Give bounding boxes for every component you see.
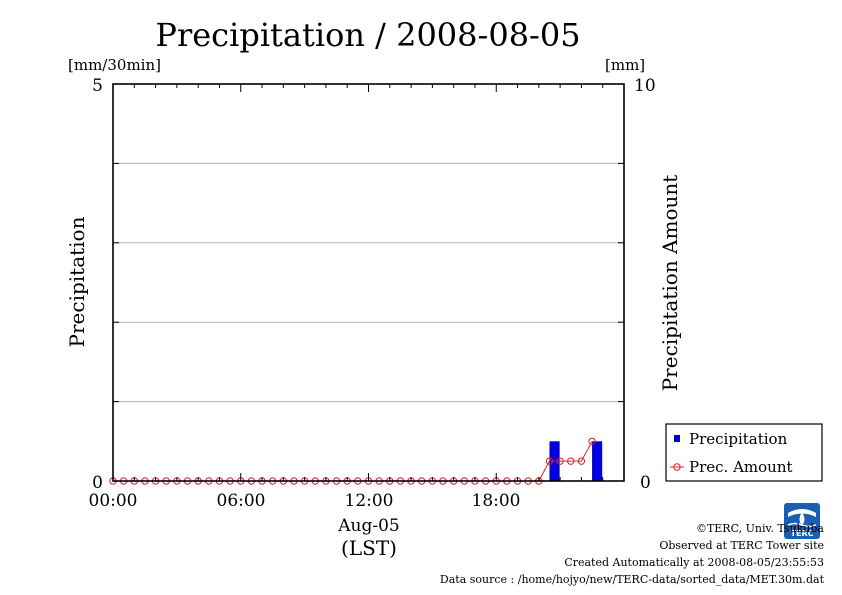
- legend-box: [665, 423, 823, 482]
- amount-point: [545, 457, 554, 465]
- terc-logo: TERC: [784, 503, 820, 539]
- x-tick-label-3: 18:00: [472, 491, 521, 511]
- x-tick-label-1: 06:00: [217, 491, 266, 511]
- x-tick-label-2: 12:00: [345, 491, 394, 511]
- left-axis-unit: [mm/30min]: [68, 56, 161, 74]
- copyright-text: ©TERC, Univ. Tsukuba: [695, 522, 824, 535]
- amount-point: [556, 457, 564, 465]
- left-tick-bottom: 0: [92, 473, 103, 493]
- plot-frame: [112, 83, 625, 482]
- right-tick-top: 10: [634, 76, 656, 96]
- chart-title: Precipitation / 2008-08-05: [155, 16, 580, 54]
- right-axis-label: Precipitation Amount: [658, 175, 682, 392]
- amount-polyline: [113, 441, 593, 482]
- axis-ticks: [112, 83, 625, 482]
- left-tick-top: 5: [92, 76, 103, 96]
- x-tz-label: (LST): [341, 536, 397, 560]
- grid-lines: [113, 162, 624, 403]
- precipitation-bar: [592, 441, 603, 481]
- amount-point: [577, 457, 586, 465]
- x-tick-label-0: 00:00: [89, 491, 138, 511]
- amount-point: [588, 437, 596, 445]
- terc-logo-text: TERC: [791, 529, 814, 538]
- amount-point: [567, 457, 575, 465]
- observed-text: Observed at TERC Tower site: [659, 539, 824, 552]
- legend-precipitation-swatch: [674, 435, 680, 442]
- source-text: Data source : /home/hojyo/new/TERC-data/…: [439, 573, 824, 586]
- legend: Precipitation Prec. Amount: [665, 423, 823, 482]
- created-text: Created Automatically at 2008-08-05/23:5…: [564, 556, 824, 569]
- amount-line: [109, 437, 596, 485]
- legend-precipitation-label: Precipitation: [689, 430, 788, 448]
- legend-amount-label: Prec. Amount: [689, 458, 793, 476]
- right-tick-bottom: 0: [640, 473, 651, 493]
- legend-amount-marker: [673, 463, 681, 471]
- x-date-label: Aug-05: [337, 516, 399, 536]
- right-axis-unit: [mm]: [605, 56, 645, 74]
- left-axis-label: Precipitation: [65, 216, 89, 347]
